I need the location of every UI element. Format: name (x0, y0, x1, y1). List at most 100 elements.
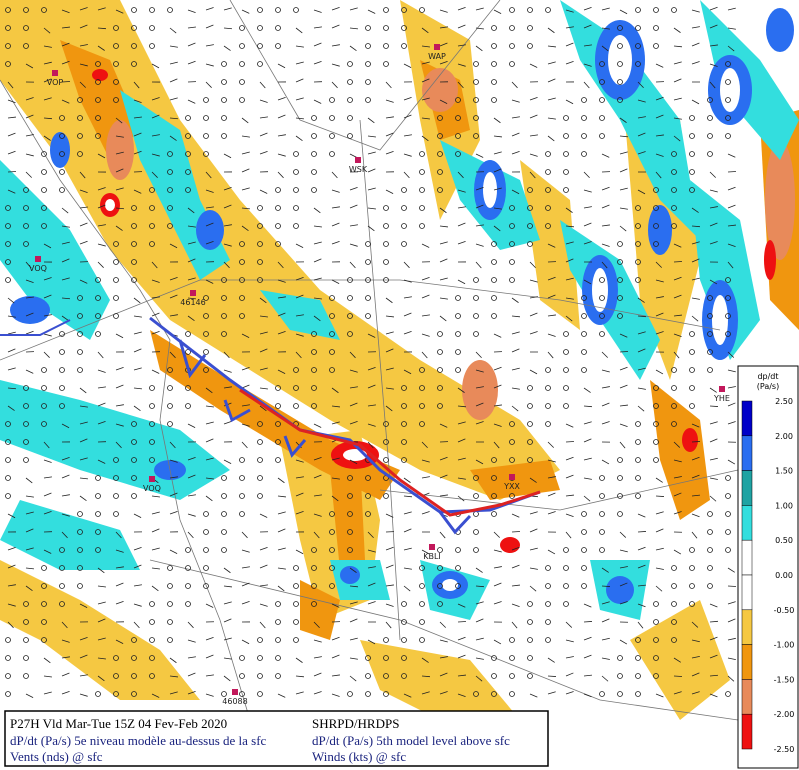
wind-barb (25, 511, 34, 515)
calm-point (707, 511, 713, 517)
calm-point (455, 565, 461, 571)
calm-point (347, 547, 353, 553)
calm-point (23, 637, 29, 643)
wind-barb (43, 277, 52, 281)
wind-barb (529, 153, 538, 157)
wind-barb (709, 171, 716, 178)
calm-point (725, 295, 731, 301)
wind-barb (565, 423, 574, 428)
wind-barb (547, 476, 556, 479)
calm-point (437, 385, 443, 391)
wind-barb (313, 241, 322, 245)
wind-barb (61, 672, 70, 677)
calm-point (653, 673, 659, 679)
wind-barb (637, 132, 646, 137)
calm-point (473, 691, 479, 697)
wind-barb (511, 151, 520, 155)
wind-barb (655, 312, 664, 317)
calm-point (5, 439, 11, 445)
calm-point (185, 601, 191, 607)
wind-barb (241, 639, 250, 645)
wind-barb (331, 405, 340, 408)
wind-barb (637, 315, 647, 318)
wind-barb (187, 474, 196, 479)
wind-barb (421, 459, 430, 463)
wind-barb (619, 423, 628, 428)
wind-barb (331, 222, 340, 227)
wind-barb (565, 61, 574, 65)
calm-point (365, 61, 371, 67)
wind-barb (349, 386, 358, 389)
wind-barb (367, 117, 375, 124)
calm-point (491, 493, 497, 499)
wind-barb (655, 369, 664, 375)
calm-point (257, 637, 263, 643)
wind-barb (655, 296, 664, 299)
calm-point (365, 655, 371, 661)
wind-barb (223, 27, 233, 30)
calm-point (527, 421, 533, 427)
wind-barb (313, 60, 322, 65)
calm-point (131, 457, 137, 463)
wind-barb (385, 297, 393, 304)
wind-barb (601, 567, 609, 573)
calm-point (5, 43, 11, 49)
wind-barb (421, 314, 430, 317)
calm-point (293, 367, 299, 373)
wind-barb (367, 549, 376, 553)
wind-barb (511, 116, 520, 119)
calm-point (707, 97, 713, 103)
calm-point (185, 403, 191, 409)
calm-point (203, 151, 209, 157)
calm-point (221, 547, 227, 553)
station-marker (434, 44, 440, 50)
wind-barb (295, 135, 303, 142)
wind-barb (403, 369, 412, 375)
wind-barb (349, 351, 356, 359)
calm-point (311, 151, 317, 157)
calm-point (311, 169, 317, 175)
wind-barb (79, 63, 88, 67)
calm-point (437, 187, 443, 193)
calm-point (329, 313, 335, 319)
calm-point (185, 133, 191, 139)
calm-point (419, 367, 425, 373)
wind-barb (421, 61, 430, 65)
calm-point (509, 25, 515, 31)
calm-point (383, 277, 389, 283)
wind-barb (493, 566, 502, 569)
wind-barb (187, 241, 196, 245)
calm-point (563, 331, 569, 337)
wind-barb (331, 24, 340, 29)
wind-barb (439, 691, 448, 695)
calm-point (653, 7, 659, 13)
wind-barb (367, 531, 374, 538)
calm-point (23, 421, 29, 427)
wind-barb (7, 331, 16, 335)
wind-barb (637, 621, 644, 629)
calm-point (365, 295, 371, 301)
calm-point (599, 547, 605, 553)
calm-point (239, 655, 245, 661)
wind-barb (637, 584, 646, 587)
wind-barb (601, 637, 610, 641)
calm-point (185, 583, 191, 589)
wind-barb (241, 549, 250, 553)
wind-barb (115, 151, 124, 155)
calm-point (5, 673, 11, 679)
legend-swatch (741, 609, 753, 645)
wind-barb (295, 459, 304, 463)
wind-barb (331, 279, 340, 284)
wind-barb (187, 277, 196, 281)
calm-point (347, 79, 353, 85)
wind-barb (601, 459, 610, 465)
calm-point (347, 493, 353, 499)
calm-point (23, 439, 29, 445)
calm-point (635, 655, 641, 661)
calm-point (77, 565, 83, 571)
salmon-areas (106, 68, 795, 420)
wind-barb (385, 348, 394, 353)
wind-barb (43, 492, 52, 497)
wind-barb (655, 495, 665, 497)
calm-point (725, 529, 731, 535)
